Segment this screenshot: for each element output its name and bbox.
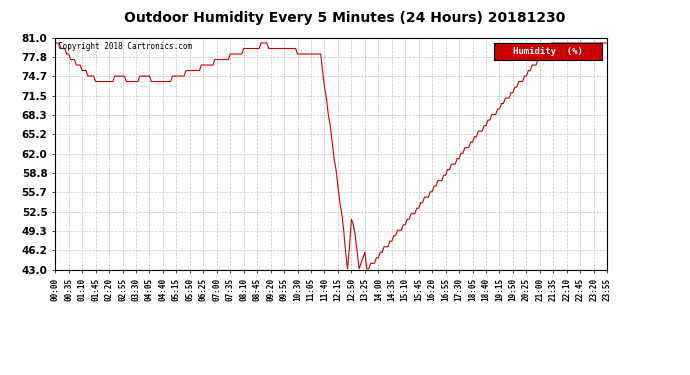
FancyBboxPatch shape: [494, 43, 602, 60]
Text: Copyright 2018 Cartronics.com: Copyright 2018 Cartronics.com: [58, 42, 192, 51]
Text: Outdoor Humidity Every 5 Minutes (24 Hours) 20181230: Outdoor Humidity Every 5 Minutes (24 Hou…: [124, 11, 566, 25]
Text: Humidity  (%): Humidity (%): [513, 47, 583, 56]
